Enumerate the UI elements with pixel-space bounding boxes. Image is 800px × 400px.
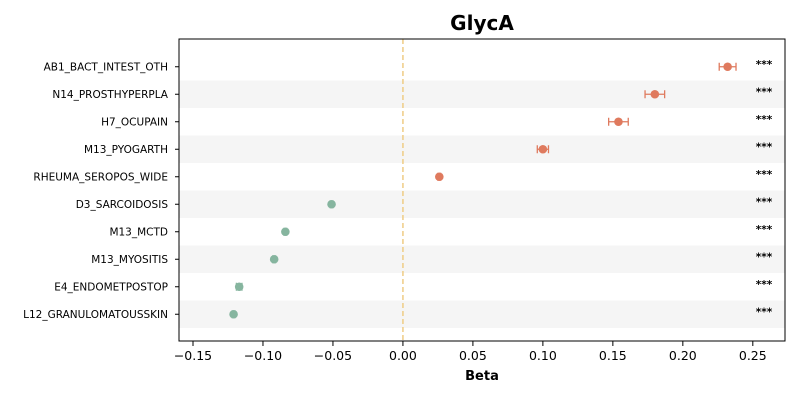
- x-tick-label: 0.05: [459, 348, 487, 363]
- x-tick-label: −0.10: [244, 348, 282, 363]
- x-tick-label: −0.15: [174, 348, 212, 363]
- row-band: [179, 300, 785, 328]
- category-label: N14_PROSTHYPERPLA: [52, 89, 168, 101]
- x-tick-label: 0.15: [599, 348, 627, 363]
- chart-title: GlycA: [450, 11, 514, 35]
- x-tick-label: 0.10: [529, 348, 557, 363]
- x-tick-label: 0.25: [739, 348, 767, 363]
- significance-label: ***: [756, 224, 773, 236]
- significance-label: ***: [756, 251, 773, 263]
- significance-label: ***: [756, 306, 773, 318]
- point: [435, 172, 444, 182]
- significance-labels: *** *** *** *** *** *** *** *** *** ***: [756, 59, 773, 319]
- category-labels: AB1_BACT_INTEST_OTH N14_PROSTHYPERPLA H7_O…: [23, 62, 179, 321]
- point: [281, 227, 290, 237]
- row-band: [179, 245, 785, 273]
- row-band: [179, 80, 785, 108]
- row-band: [179, 135, 785, 163]
- category-label: M13_PYOGARTH: [84, 144, 168, 156]
- data-marks: [229, 62, 737, 319]
- point: [269, 254, 279, 264]
- significance-label: ***: [756, 141, 773, 153]
- plot-frame: [178, 38, 786, 342]
- point: [650, 89, 660, 99]
- significance-label: ***: [756, 169, 773, 181]
- point: [229, 309, 238, 319]
- category-label: M13_MYOSITIS: [91, 254, 168, 266]
- x-tick-label: 0.00: [389, 348, 417, 363]
- x-tick-label: −0.05: [314, 348, 352, 363]
- significance-label: ***: [756, 86, 773, 98]
- category-label: H7_OCUPAIN: [101, 117, 168, 129]
- row-band: [179, 190, 785, 218]
- category-label: L12_GRANULOMATOUSSKIN: [23, 309, 168, 321]
- point: [614, 117, 623, 127]
- x-axis-ticks: −0.15 −0.10 −0.05 0.00 0.05 0.10 0.15 0.20 0.25: [174, 341, 767, 363]
- significance-label: ***: [756, 114, 773, 126]
- significance-label: ***: [756, 279, 773, 291]
- point: [234, 282, 244, 292]
- category-label: M13_MCTD: [109, 227, 168, 239]
- category-label: AB1_BACT_INTEST_OTH: [44, 62, 168, 74]
- x-axis-title: Beta: [465, 369, 499, 384]
- point: [723, 62, 732, 72]
- point: [538, 144, 548, 154]
- category-label: E4_ENDOMETPOSTOP: [54, 282, 168, 294]
- significance-label: ***: [756, 59, 773, 71]
- row-bands: [179, 80, 785, 328]
- x-tick-label: 0.20: [669, 348, 697, 363]
- category-label: D3_SARCOIDOSIS: [76, 199, 169, 211]
- point: [327, 199, 336, 209]
- significance-label: ***: [756, 196, 773, 208]
- category-label: RHEUMA_SEROPOS_WIDE: [33, 172, 168, 184]
